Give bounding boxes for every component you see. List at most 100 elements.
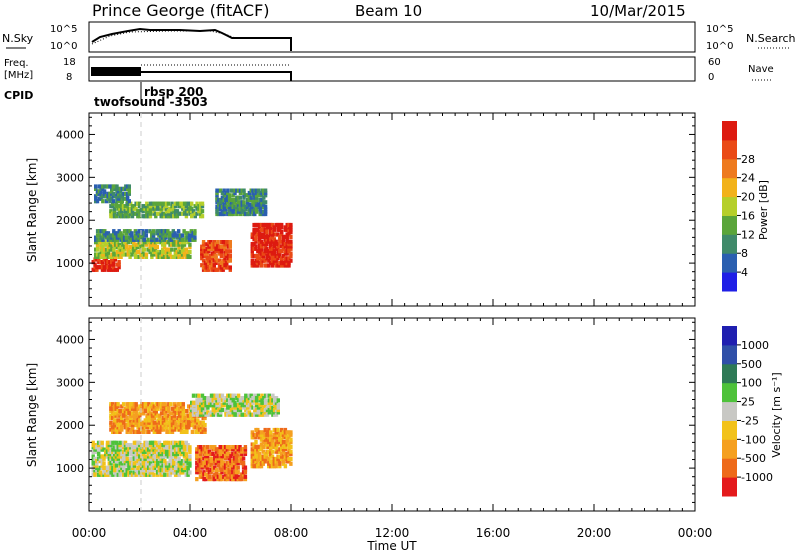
data-cell (209, 263, 213, 268)
data-cell (259, 258, 264, 263)
data-cell (120, 470, 124, 475)
data-cell (280, 258, 284, 263)
data-cell (162, 235, 166, 240)
data-cell (222, 474, 226, 479)
data-cell (145, 415, 149, 421)
data-cell (179, 402, 184, 407)
data-cell (201, 253, 206, 258)
data-cell (236, 195, 241, 200)
data-cell (280, 261, 284, 266)
data-cell (179, 240, 183, 245)
data-cell (102, 265, 106, 270)
data-cell (176, 415, 180, 421)
data-cell (154, 427, 158, 432)
data-cell (256, 202, 261, 207)
data-cell (223, 253, 227, 258)
data-cell (129, 443, 133, 448)
data-cell (256, 263, 260, 268)
data-cell (109, 413, 113, 418)
data-cell (104, 233, 109, 238)
data-cell (191, 237, 195, 242)
data-cell (177, 447, 181, 452)
data-cell (276, 430, 280, 435)
data-cell (140, 406, 144, 411)
data-cell (269, 251, 273, 256)
data-cell (274, 222, 278, 228)
data-cell (189, 229, 193, 234)
data-cell (145, 209, 149, 214)
data-cell (276, 222, 280, 228)
colorbar-swatch (722, 272, 737, 292)
data-cell (100, 461, 104, 466)
data-cell (188, 249, 192, 255)
data-cell (154, 409, 158, 414)
data-cell (278, 251, 282, 256)
data-cell (144, 229, 148, 234)
data-cell (145, 440, 149, 445)
y-tick-label: 4000 (56, 333, 84, 346)
data-cell (102, 447, 106, 452)
data-cell (182, 249, 187, 255)
data-cell (157, 465, 162, 470)
data-cell (102, 194, 107, 199)
data-cell (235, 207, 239, 212)
data-cell (181, 447, 185, 452)
data-cell (269, 464, 273, 469)
data-cell (149, 418, 153, 423)
data-cell (129, 206, 133, 211)
data-cell (276, 405, 280, 410)
data-cell (147, 425, 151, 430)
data-cell (229, 407, 234, 413)
data-cell (166, 472, 171, 477)
data-cell (155, 229, 159, 234)
data-cell (265, 222, 269, 228)
data-cell (94, 184, 98, 189)
data-cell (263, 258, 267, 263)
colorbar-swatch (722, 177, 737, 198)
data-cell (252, 237, 256, 242)
data-cell (98, 472, 103, 477)
data-cell (111, 427, 115, 432)
data-cell (122, 191, 126, 196)
colorbar-swatch (722, 158, 737, 179)
data-cell (119, 237, 123, 242)
data-cell (134, 404, 138, 409)
data-cell (161, 242, 165, 247)
data-cell (130, 252, 134, 257)
data-cell (226, 256, 231, 261)
data-cell (229, 393, 234, 398)
data-cell (280, 232, 284, 237)
data-cell (259, 444, 264, 449)
data-cell (164, 461, 169, 466)
data-cell (172, 452, 176, 457)
velocity-x-ticks (88, 318, 696, 511)
data-cell (256, 188, 261, 193)
data-cell (217, 244, 222, 249)
data-cell (127, 445, 131, 450)
data-cell (152, 472, 156, 477)
data-cell (269, 242, 273, 247)
data-cell (109, 404, 113, 409)
data-cell (154, 201, 158, 206)
data-cell (136, 443, 140, 448)
data-cell (139, 463, 144, 468)
data-cell (276, 403, 280, 408)
data-cell (227, 461, 231, 466)
data-cell (269, 432, 273, 437)
data-cell (114, 443, 119, 448)
data-cell (199, 211, 203, 216)
data-cell (263, 244, 267, 249)
data-cell (136, 470, 140, 475)
data-cell (172, 420, 176, 425)
data-cell (242, 190, 246, 196)
data-cell (120, 461, 124, 466)
data-cell (281, 447, 286, 452)
data-cell (146, 237, 150, 242)
data-cell (223, 240, 227, 245)
data-cell (108, 254, 112, 259)
data-cell (194, 425, 198, 430)
data-cell (260, 202, 264, 207)
data-cell (206, 405, 210, 410)
data-cell (125, 409, 129, 414)
data-cell (170, 463, 174, 468)
